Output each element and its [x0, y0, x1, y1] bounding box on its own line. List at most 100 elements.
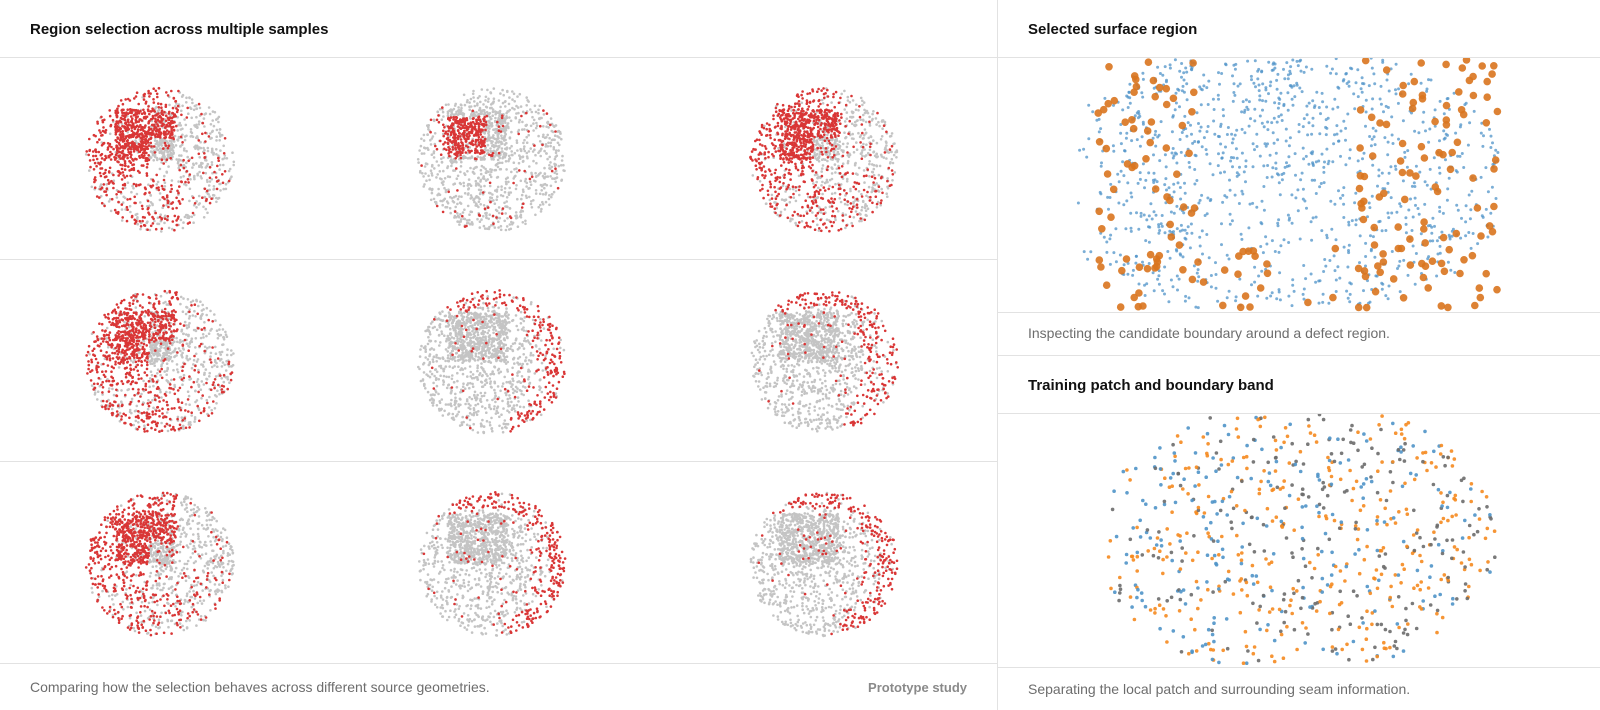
selected-point	[106, 146, 110, 149]
selected-point	[758, 166, 761, 170]
cloud-point	[175, 354, 178, 357]
cloud-point	[191, 166, 194, 169]
cloud-point	[151, 153, 155, 157]
cloud-point	[211, 110, 215, 113]
cloud-point	[512, 177, 515, 180]
selected-point	[172, 128, 176, 132]
selected-point	[164, 114, 168, 117]
selected-point	[123, 168, 127, 171]
sample-cell[interactable]	[0, 58, 332, 260]
cloud-point	[432, 156, 436, 159]
selected-point	[806, 121, 809, 124]
cloud-point	[158, 198, 162, 202]
selected-point	[173, 228, 176, 232]
selected-point	[100, 134, 103, 137]
sample-cell[interactable]	[664, 58, 996, 260]
selected-point	[782, 158, 785, 161]
selected-point	[442, 123, 445, 127]
cloud-point	[192, 358, 196, 362]
cloud-point	[537, 111, 540, 115]
selected-point	[167, 130, 171, 134]
cloud-point	[820, 158, 824, 161]
selected-point	[93, 176, 97, 179]
selected-point	[126, 126, 130, 130]
selected-point	[143, 186, 147, 189]
selected-point	[115, 120, 118, 123]
selected-point	[169, 156, 172, 160]
selected-point	[149, 141, 153, 145]
selected-point	[758, 130, 761, 133]
cloud-point	[557, 164, 561, 168]
cloud-point	[820, 184, 823, 187]
selected-point	[143, 138, 147, 141]
cloud-point	[496, 185, 500, 189]
selected-point	[105, 187, 109, 191]
selected-point	[221, 181, 225, 185]
cloud-point	[137, 351, 140, 355]
cloud-point	[532, 199, 535, 202]
cloud-point	[875, 123, 878, 126]
cloud-point	[527, 150, 531, 153]
selected-point	[812, 99, 816, 102]
selected-point	[203, 156, 207, 159]
selected-point	[796, 123, 799, 127]
cloud-point	[459, 202, 463, 205]
cloud-point	[840, 92, 843, 96]
selected-point	[448, 119, 451, 122]
cloud-point	[443, 177, 447, 180]
selected-point	[111, 118, 115, 122]
selected-point	[112, 186, 115, 190]
cloud-point	[496, 162, 500, 165]
cloud-point	[231, 151, 234, 154]
cloud-point	[504, 228, 508, 232]
selected-point	[792, 138, 795, 142]
selected-point	[764, 170, 767, 173]
cloud-point	[515, 141, 519, 144]
cloud-point	[497, 220, 500, 223]
selected-point	[789, 160, 793, 163]
sample-cell[interactable]	[332, 58, 664, 260]
cloud-point	[160, 144, 163, 147]
cloud-point	[429, 169, 433, 172]
selected-point	[789, 149, 792, 152]
cloud-point	[554, 177, 557, 180]
cloud-point	[823, 181, 827, 185]
sample-cell[interactable]	[0, 260, 332, 462]
selected-point	[142, 156, 145, 159]
cloud-point	[429, 143, 433, 146]
cloud-point	[537, 117, 541, 120]
cloud-point	[160, 421, 163, 425]
selected-point	[787, 171, 791, 175]
cloud-point	[864, 204, 867, 208]
cloud-point	[487, 133, 491, 137]
selected-point	[95, 164, 98, 168]
cloud-point	[531, 115, 534, 119]
cloud-point	[499, 167, 503, 171]
selected-point	[834, 119, 838, 123]
cloud-point	[446, 114, 450, 118]
cloud-point	[176, 340, 179, 344]
cloud-point	[173, 134, 177, 138]
cloud-point	[152, 384, 155, 388]
cloud-point	[201, 303, 204, 307]
cloud-point	[507, 154, 511, 158]
cloud-point	[500, 137, 503, 140]
cloud-point	[499, 228, 503, 232]
selected-point	[140, 112, 144, 115]
cloud-point	[468, 105, 471, 108]
selected-point	[152, 101, 156, 104]
cloud-point	[825, 218, 829, 221]
selected-point	[469, 121, 473, 124]
cloud-point	[186, 390, 190, 393]
cloud-point	[885, 192, 888, 195]
selected-point	[150, 145, 153, 148]
selected-point	[481, 149, 484, 152]
selected-point	[778, 214, 782, 217]
cloud-point	[872, 167, 876, 171]
selected-point	[830, 224, 834, 228]
cloud-point	[516, 149, 519, 152]
selected-point	[112, 182, 115, 185]
selected-point	[863, 218, 867, 222]
cloud-point	[838, 140, 841, 143]
cloud-point	[198, 156, 201, 159]
